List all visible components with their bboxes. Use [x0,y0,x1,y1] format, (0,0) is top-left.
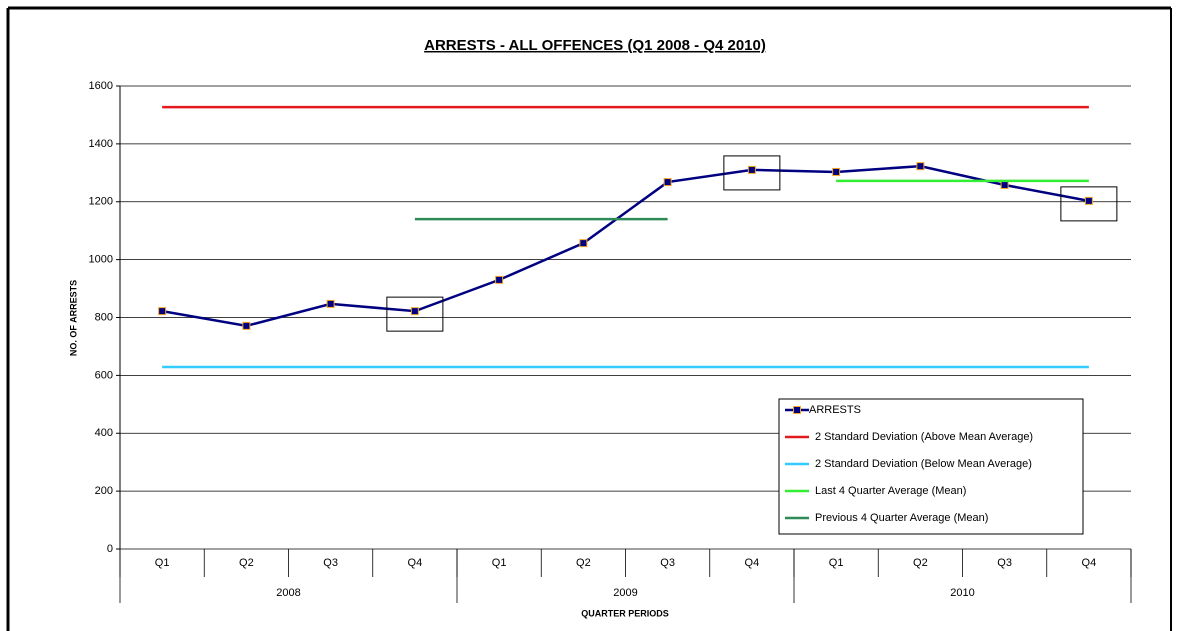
group-label: 2009 [613,587,637,599]
data-point [242,321,251,330]
x-tick-label: Q4 [745,557,760,569]
x-tick-label: Q2 [239,557,254,569]
data-point [410,307,419,316]
x-tick-label: Q4 [408,557,423,569]
data-point [747,165,756,174]
x-axis-title: QUARTER PERIODS [581,608,669,618]
legend-label: Previous 4 Quarter Average (Mean) [815,512,988,524]
legend-box [778,398,1084,535]
y-tick-label: 400 [95,427,113,439]
data-point [916,162,925,171]
legend-marker [793,406,801,414]
group-label: 2010 [950,587,974,599]
group-label: 2008 [276,587,300,599]
x-tick-label: Q3 [997,557,1012,569]
highlight-box [386,296,444,332]
y-tick-label: 0 [107,543,113,555]
data-point [832,167,841,176]
y-tick-label: 1000 [89,254,113,266]
x-tick-label: Q1 [492,557,507,569]
series-line [161,164,1090,328]
x-tick-label: Q1 [155,557,170,569]
x-tick-label: Q1 [829,557,844,569]
data-point [1000,180,1009,189]
y-tick-label: 600 [95,369,113,381]
legend-label: 2 Standard Deviation (Above Mean Average… [815,431,1033,443]
data-point [663,178,672,187]
y-tick-label: 1200 [89,196,113,208]
x-tick-label: Q3 [323,557,338,569]
legend-label: 2 Standard Deviation (Below Mean Average… [815,458,1032,470]
y-tick-label: 200 [95,485,113,497]
x-tick-label: Q3 [660,557,675,569]
highlight-box [723,155,781,191]
legend-label: Last 4 Quarter Average (Mean) [815,485,966,497]
chart-title: ARRESTS - ALL OFFENCES (Q1 2008 - Q4 201… [424,37,766,54]
data-point [158,307,167,316]
data-point [495,275,504,284]
y-axis-title: NO. OF ARRESTS [68,280,78,356]
x-tick-label: Q2 [576,557,591,569]
highlight-box [1060,186,1118,222]
x-tick-label: Q2 [913,557,928,569]
data-point [326,299,335,308]
x-tick-label: Q4 [1082,557,1097,569]
y-tick-label: 1400 [89,138,113,150]
data-point [579,239,588,248]
y-tick-label: 800 [95,311,113,323]
legend-label: ARRESTS [809,404,861,416]
y-tick-label: 1600 [89,80,113,92]
data-point [1084,196,1093,205]
